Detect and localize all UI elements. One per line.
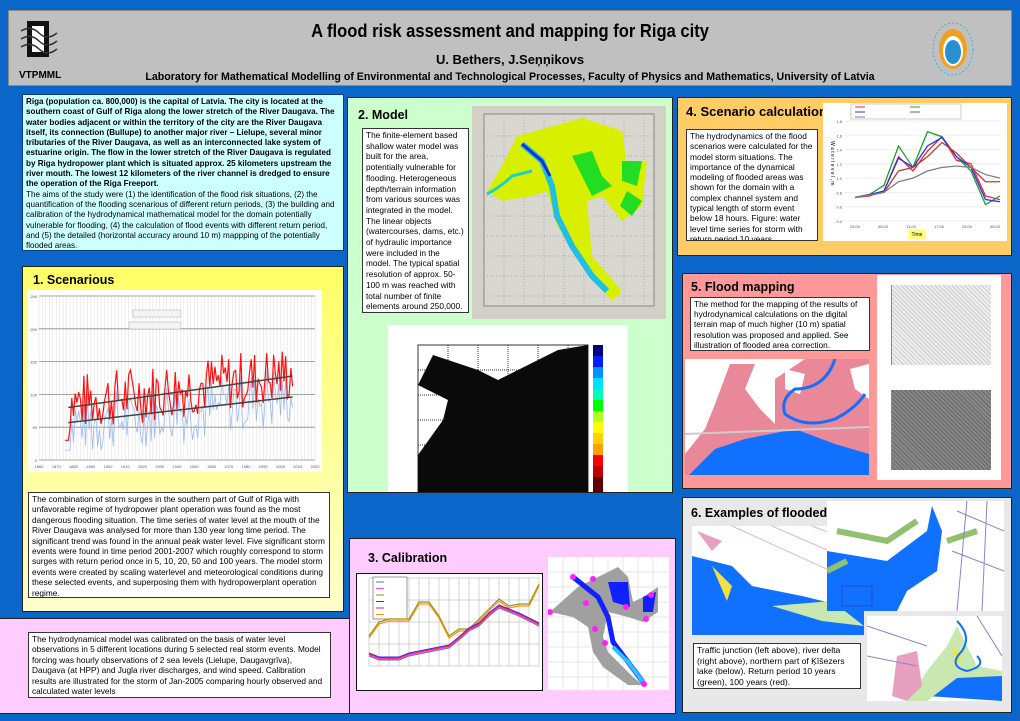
model-text: The finite-element based shallow water m…	[362, 128, 469, 313]
logo-text: VTPMML	[19, 70, 62, 81]
x-tick-label: 1880	[69, 464, 79, 469]
calibration-series-line	[368, 583, 540, 637]
colorbar	[593, 345, 603, 492]
x-tick-label: 1940	[173, 464, 183, 469]
y-tick-label: 200	[30, 327, 37, 332]
y-tick-label: 1.2	[836, 162, 842, 167]
calibration-water-level-chart	[356, 573, 543, 691]
x-tick-label: 23:00	[850, 224, 861, 229]
x-tick-label: 1950	[190, 464, 200, 469]
scenarios-text: The combination of storm surges in the s…	[28, 492, 330, 598]
water-drop-logo-icon	[932, 22, 974, 76]
trend-line-max2	[68, 396, 293, 424]
intro-bold-text: Riga (population ca. 800,000) is the cap…	[26, 97, 335, 189]
scenario-calc-text: The hydrodynamics of the flood scenarios…	[686, 129, 818, 241]
x-axis-label-bg	[908, 229, 926, 239]
section-flooded-examples: 6. Examples of flooded areas Traffic jun…	[682, 497, 1012, 713]
trend-equation-box	[128, 321, 182, 330]
scenario-series-line	[854, 165, 1001, 199]
x-tick-label: 23:00	[962, 224, 973, 229]
trend-line-max	[68, 375, 293, 409]
poster-title: A flood risk assessment and mapping for …	[311, 21, 709, 41]
poster-header: VTPMML A flood risk assessment and mappi…	[8, 10, 1012, 86]
y-tick-label: 150	[30, 360, 37, 365]
kisezers-lake-map	[867, 616, 1002, 701]
calibration-series-line	[368, 606, 540, 660]
section-title: 6. Examples of flooded areas	[691, 506, 866, 520]
section-title: 2. Model	[358, 108, 409, 122]
y-tick-label: 250	[30, 294, 37, 299]
calibration-text: The hydrodynamical model was calibrated …	[28, 632, 331, 698]
y-tick-label: 0.4	[836, 219, 842, 224]
x-tick-label: 1870	[52, 464, 62, 469]
y-tick-label: 0.6	[836, 205, 842, 210]
legend-box	[372, 576, 408, 620]
x-tick-label: 1860	[35, 464, 45, 469]
section-flood-mapping: 5. Flood mapping The method for the mapp…	[682, 273, 1012, 489]
x-tick-label: 1980	[242, 464, 252, 469]
x-tick-label: 1910	[121, 464, 131, 469]
trend-equation-box	[132, 309, 182, 318]
mesh-correction-figure	[877, 275, 1001, 480]
scenario-series-line	[854, 130, 1001, 206]
x-tick-label: 2020	[311, 464, 321, 469]
x-axis-label: Time	[912, 232, 923, 238]
x-tick-label: 1900	[104, 464, 114, 469]
flooded-area-map	[685, 359, 869, 475]
x-tick-label: 2000	[276, 464, 286, 469]
series-red-line	[64, 351, 294, 441]
y-tick-label: 1.0	[836, 176, 842, 181]
y-tick-label: 0.8	[836, 190, 842, 195]
series-blue-line	[64, 370, 293, 451]
intro-aims-text: The aims of the study were (1) the ident…	[26, 189, 335, 251]
section-scenarios: 1. Scenarious 0 50 100 150 200 250 1860 1870 188…	[22, 266, 344, 612]
calibration-series-line	[368, 607, 540, 661]
y-axis-label: W a t e r l e v e l , m	[829, 141, 835, 185]
x-tick-label: 1970	[224, 464, 234, 469]
section-scenario-calculation: 4. Scenario calculation The hydrodynamic…	[677, 97, 1012, 256]
section-title: 1. Scenarious	[33, 273, 115, 287]
flood-mapping-text: The method for the mapping of the result…	[690, 297, 870, 351]
river-delta-map	[827, 501, 1004, 611]
x-tick-label: 1930	[155, 464, 165, 469]
station-markers	[548, 574, 654, 687]
annual-peak-water-level-chart: 0 50 100 150 200 250 1860 1870 1880 1890 1900 1910 1…	[27, 290, 322, 472]
flood-correction-raster-map	[388, 325, 628, 492]
examples-caption: Traffic junction (left above), river del…	[693, 643, 861, 689]
calibration-series-line	[368, 605, 540, 659]
section-title: 4. Scenario calculation	[686, 104, 827, 119]
x-tick-label: 17:00	[934, 224, 945, 229]
y-tick-label: 100	[30, 392, 37, 397]
y-tick-label: 1.6	[836, 133, 842, 138]
calibration-stations-map	[548, 557, 669, 690]
section-model: 2. Model The finite-element based shallo…	[347, 97, 673, 493]
legend-box	[850, 103, 962, 120]
x-tick-label: 11:00	[906, 224, 916, 229]
x-tick-label: 1960	[207, 464, 217, 469]
x-tick-label: 05:00	[990, 224, 1001, 229]
y-tick-label: 0	[35, 458, 38, 463]
x-tick-label: 1920	[138, 464, 148, 469]
x-tick-label: 2010	[293, 464, 303, 469]
x-tick-label: 1990	[259, 464, 269, 469]
section-title: 3. Calibration	[368, 551, 448, 565]
y-tick-label: 50	[33, 425, 38, 430]
scenario-water-level-chart: 0.4 0.6 0.8 1.0 1.2 1.4 1.6 1.8 23:00 05:00 11:00 1…	[823, 103, 1007, 241]
section-calibration: 3. Calibration	[349, 538, 676, 714]
vtpmml-logo: VTPMML	[19, 17, 61, 81]
logo-mark-icon	[20, 21, 58, 57]
calibration-text-panel: The hydrodynamical model was calibrated …	[0, 618, 350, 714]
x-tick-label: 05:00	[878, 224, 889, 229]
calibration-series-line	[368, 585, 540, 639]
affiliation: Laboratory for Mathematical Modelling of…	[145, 71, 875, 83]
model-domain-depth-map	[472, 106, 666, 319]
scenario-series-line	[854, 136, 1001, 203]
authors: U. Bethers, J.Seņņikovs	[435, 52, 585, 67]
y-tick-label: 1.8	[836, 119, 842, 124]
introduction-box: Riga (population ca. 800,000) is the cap…	[22, 94, 344, 251]
x-tick-label: 1890	[86, 464, 96, 469]
calibration-series-line	[368, 604, 540, 658]
section-title: 5. Flood mapping	[691, 280, 795, 294]
y-tick-label: 1.4	[836, 148, 842, 153]
